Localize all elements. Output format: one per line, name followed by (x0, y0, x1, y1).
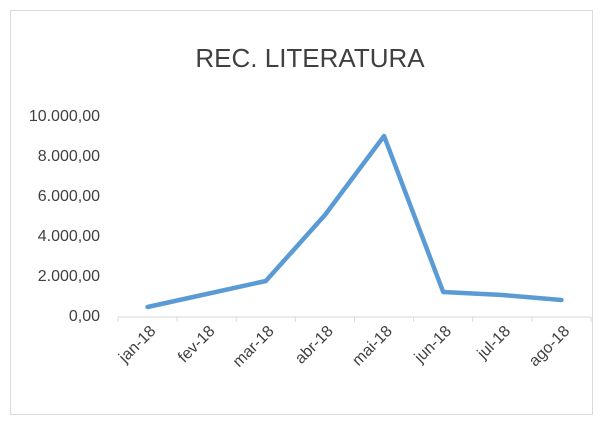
y-tick-label: 10.000,00 (29, 108, 100, 125)
line-series (145, 133, 564, 310)
chart-title: REC. LITERATURA (195, 43, 425, 73)
y-tick-label: 4.000,00 (38, 228, 100, 245)
y-tick-label: 2.000,00 (38, 268, 100, 285)
y-tick-label: 8.000,00 (38, 148, 100, 165)
y-tick-label: 0,00 (69, 308, 100, 325)
y-tick-label: 6.000,00 (38, 188, 100, 205)
chart-frame (10, 10, 593, 415)
